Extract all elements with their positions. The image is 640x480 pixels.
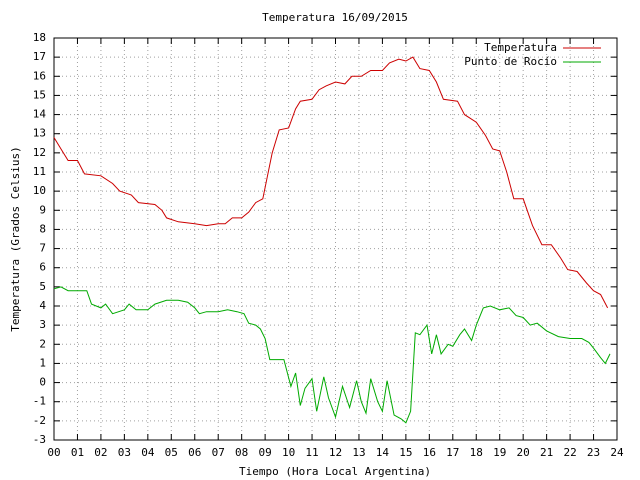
x-tick-label: 04 <box>141 446 155 459</box>
plot-border <box>53 37 618 441</box>
y-tick-label: 2 <box>39 337 46 350</box>
x-tick-label: 05 <box>165 446 178 459</box>
y-tick-label: 16 <box>33 69 46 82</box>
x-tick-label: 19 <box>493 446 506 459</box>
y-tick-label: 1 <box>39 356 46 369</box>
y-tick-label: 8 <box>39 222 46 235</box>
x-tick-label: 23 <box>587 446 600 459</box>
x-tick-label: 01 <box>71 446 84 459</box>
y-tick-label: 14 <box>33 108 47 121</box>
x-tick-label: 03 <box>118 446 131 459</box>
x-tick-label: 11 <box>305 446 318 459</box>
x-tick-label: 08 <box>235 446 248 459</box>
x-tick-label: 02 <box>94 446 107 459</box>
x-tick-label: 07 <box>212 446 225 459</box>
y-tick-label: 13 <box>33 127 46 140</box>
series-line <box>53 286 611 424</box>
legend-label: Temperatura <box>484 41 557 54</box>
x-tick-label: 17 <box>446 446 459 459</box>
y-tick-label: 3 <box>39 318 46 331</box>
chart-title: Temperatura 16/09/2015 <box>262 11 408 24</box>
y-tick-label: -2 <box>33 414 46 427</box>
y-tick-label: 18 <box>33 31 46 44</box>
x-tick-label: 15 <box>399 446 412 459</box>
y-tick-label: 15 <box>33 88 46 101</box>
x-tick-label: 00 <box>47 446 60 459</box>
x-tick-label: 14 <box>376 446 390 459</box>
y-tick-label: 10 <box>33 184 46 197</box>
y-tick-label: 7 <box>39 242 46 255</box>
x-tick-label: 12 <box>329 446 342 459</box>
y-tick-label: 11 <box>33 165 46 178</box>
y-tick-label: 5 <box>39 280 46 293</box>
y-tick-label: -3 <box>33 433 46 446</box>
y-axis-label: Temperatura (Grados Celsius) <box>9 146 22 331</box>
y-tick-label: 0 <box>39 376 46 389</box>
y-tick-label: 9 <box>39 203 46 216</box>
x-tick-label: 06 <box>188 446 201 459</box>
x-tick-label: 13 <box>352 446 365 459</box>
x-tick-label: 22 <box>563 446 576 459</box>
y-tick-label: 6 <box>39 261 46 274</box>
x-tick-label: 09 <box>259 446 272 459</box>
x-tick-label: 18 <box>470 446 483 459</box>
x-axis-label: Tiempo (Hora Local Argentina) <box>239 465 431 478</box>
y-tick-label: -1 <box>33 395 46 408</box>
y-tick-label: 4 <box>39 299 46 312</box>
x-tick-label: 24 <box>610 446 624 459</box>
y-tick-label: 17 <box>33 50 46 63</box>
x-tick-label: 20 <box>517 446 530 459</box>
x-tick-label: 21 <box>540 446 553 459</box>
series-line <box>53 56 609 309</box>
x-tick-label: 16 <box>423 446 436 459</box>
y-tick-label: 12 <box>33 146 46 159</box>
x-tick-label: 10 <box>282 446 295 459</box>
legend-label: Punto de Rocío <box>464 55 557 68</box>
